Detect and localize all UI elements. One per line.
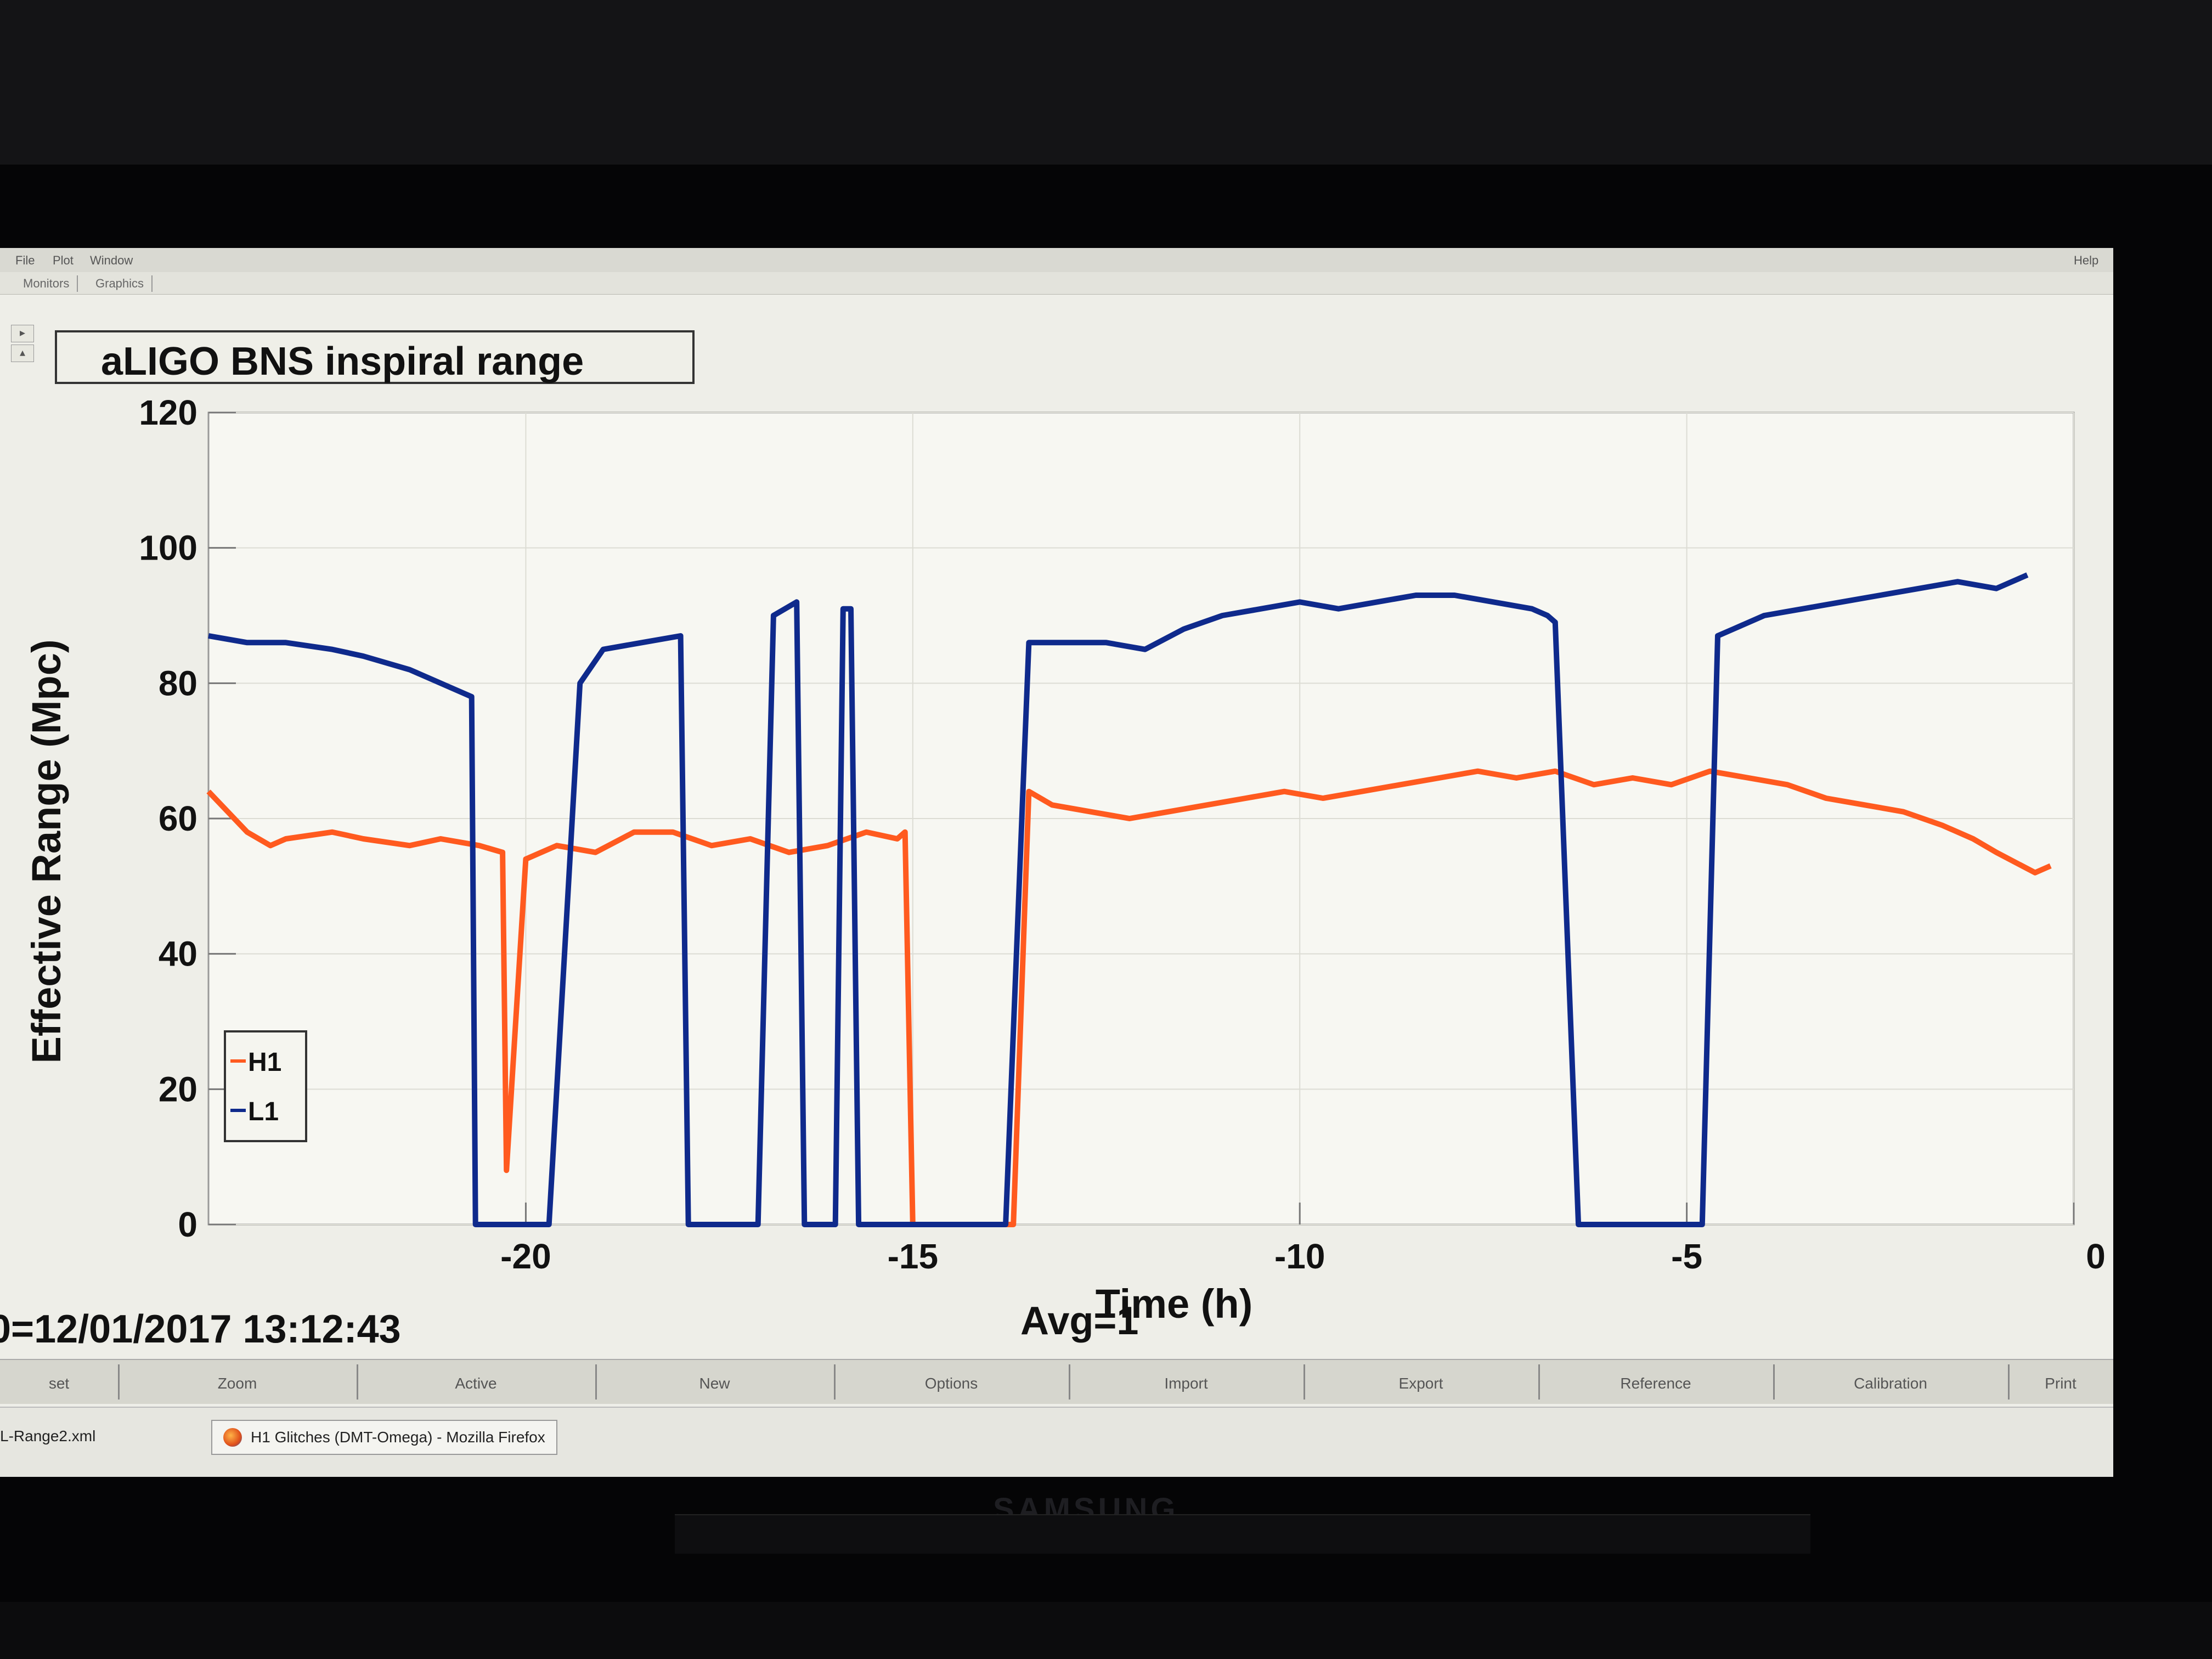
taskbar: L-Range2.xml H1 Glitches (DMT-Omega) - M… xyxy=(0,1407,2113,1477)
series-line-h1 xyxy=(206,768,2052,1227)
axis-ticks xyxy=(208,411,2075,1226)
series-line-l1 xyxy=(208,572,2029,1227)
monitor-stand-base xyxy=(675,1514,1810,1554)
x-tick-label-0: -20 xyxy=(500,1237,551,1276)
import-button[interactable]: Import xyxy=(1069,1364,1305,1400)
plot-toolbar: set Zoom Active New Options Import Expor… xyxy=(0,1359,2113,1404)
legend-h1-label: H1 xyxy=(248,1048,281,1077)
menu-window[interactable]: Window xyxy=(90,253,133,267)
tab-bar: Monitors Graphics xyxy=(0,272,2113,295)
y-tick-label-1: 20 xyxy=(159,1069,198,1109)
options-button[interactable]: Options xyxy=(834,1364,1070,1400)
export-button[interactable]: Export xyxy=(1304,1364,1540,1400)
menu-bar: File Plot Window Help xyxy=(0,248,2113,273)
room-wall xyxy=(0,0,2212,165)
x-tick-label-2: -10 xyxy=(1274,1237,1325,1276)
taskbar-item-range-xml[interactable]: L-Range2.xml xyxy=(0,1427,96,1444)
menu-help[interactable]: Help xyxy=(2074,253,2099,267)
new-button[interactable]: New xyxy=(595,1364,836,1400)
taskbar-item-firefox-label: H1 Glitches (DMT-Omega) - Mozilla Firefo… xyxy=(251,1429,545,1446)
y-tick-label-0: 0 xyxy=(178,1205,198,1244)
reference-button[interactable]: Reference xyxy=(1538,1364,1775,1400)
taskbar-item-firefox[interactable]: H1 Glitches (DMT-Omega) - Mozilla Firefo… xyxy=(211,1420,557,1455)
scroll-down-icon[interactable]: ▴ xyxy=(11,345,34,362)
firefox-icon xyxy=(223,1428,242,1447)
scroll-up-icon[interactable]: ▸ xyxy=(11,325,34,342)
plot-title-box: aLIGO BNS inspiral range xyxy=(55,330,695,384)
legend-l1-label: L1 xyxy=(248,1097,279,1126)
monitor-screen: File Plot Window Help Monitors Graphics … xyxy=(0,248,2113,1477)
average-label: Avg=1 xyxy=(1020,1299,1139,1343)
range-chart: -20 -15 -10 -5 0 0 20 40 60 80 100 120 Effective Ra… xyxy=(24,393,2106,1327)
y-tick-label-4: 80 xyxy=(159,663,198,703)
side-scroll-arrows: ▸ ▴ xyxy=(11,325,34,363)
print-button[interactable]: Print xyxy=(2045,1375,2076,1392)
time-origin-label: 0=12/01/2017 13:12:43 xyxy=(0,1307,401,1351)
tab-monitors[interactable]: Monitors xyxy=(15,275,78,292)
tick-labels: -20 -15 -10 -5 0 0 20 40 60 80 100 120 xyxy=(139,393,2106,1276)
menu-file[interactable]: File xyxy=(15,253,35,267)
calibration-button[interactable]: Calibration xyxy=(1773,1364,2010,1400)
tab-graphics[interactable]: Graphics xyxy=(88,275,153,292)
y-tick-label-2: 40 xyxy=(159,934,198,974)
reset-button[interactable]: set xyxy=(0,1364,120,1400)
series-lines xyxy=(206,572,2052,1227)
y-tick-label-6: 120 xyxy=(139,393,198,432)
menu-plot[interactable]: Plot xyxy=(53,253,74,267)
x-tick-label-4: 0 xyxy=(2086,1237,2106,1276)
x-axis-label: Time (h) xyxy=(1096,1281,1252,1327)
active-button[interactable]: Active xyxy=(357,1364,597,1400)
y-tick-label-5: 100 xyxy=(139,528,198,568)
plot-title: aLIGO BNS inspiral range xyxy=(101,340,584,383)
x-tick-label-1: -15 xyxy=(888,1237,939,1276)
y-tick-label-3: 60 xyxy=(159,799,198,838)
legend: H1 L1 xyxy=(224,1030,307,1142)
y-axis-label: Effective Range (Mpc) xyxy=(24,639,69,1063)
x-tick-label-3: -5 xyxy=(1671,1237,1702,1276)
zoom-button[interactable]: Zoom xyxy=(118,1364,358,1400)
